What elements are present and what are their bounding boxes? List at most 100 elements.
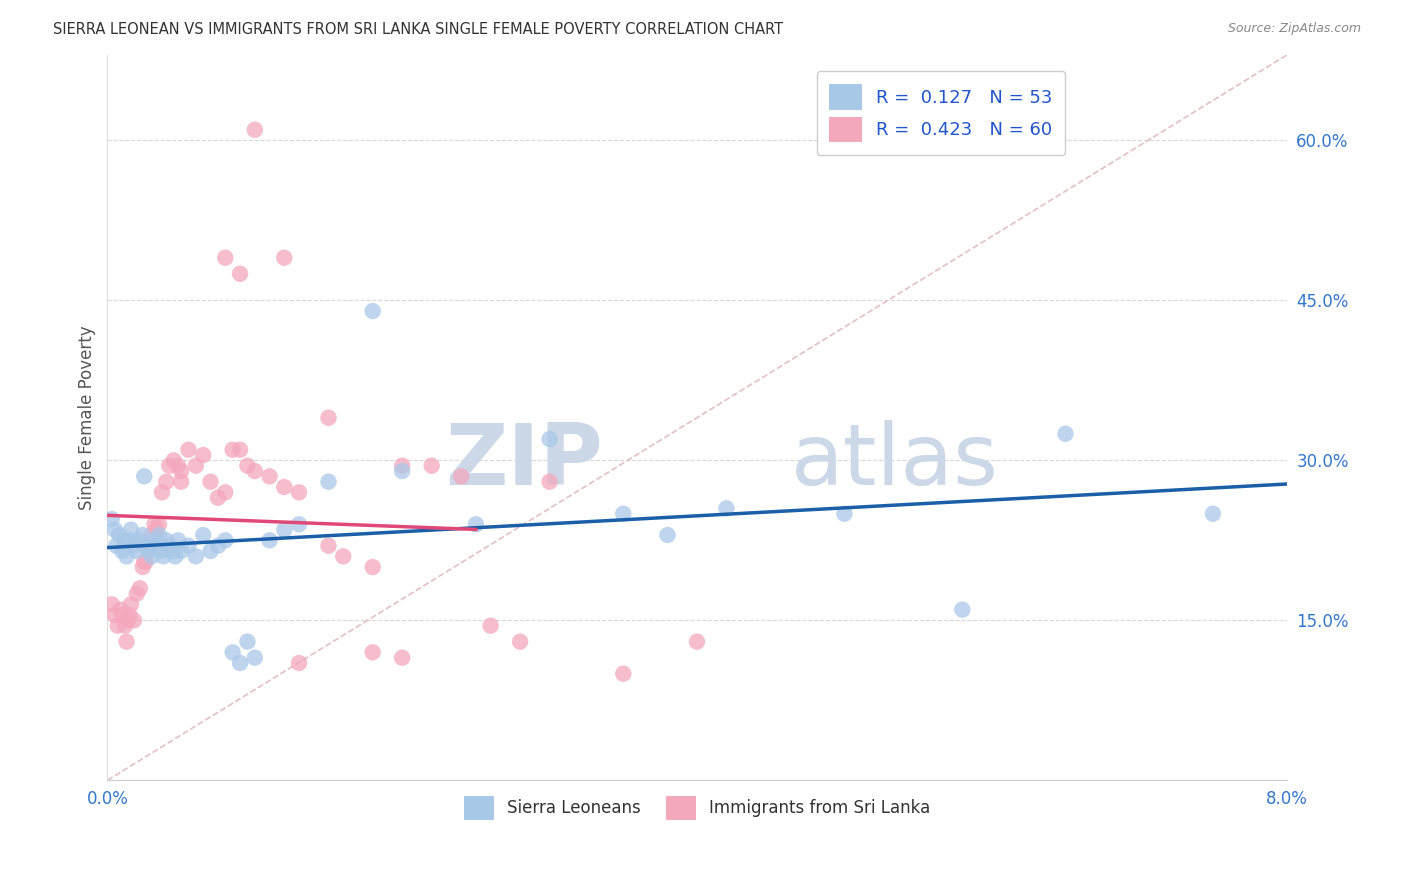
Point	[170, 475, 193, 489]
Point	[111, 544, 134, 558]
Point	[391, 458, 413, 473]
Point	[538, 432, 561, 446]
Point	[143, 517, 166, 532]
Point	[177, 539, 200, 553]
Point	[141, 549, 163, 564]
Point	[165, 549, 187, 564]
Point	[361, 560, 384, 574]
Point	[221, 645, 243, 659]
Point	[145, 523, 167, 537]
Point	[243, 123, 266, 137]
Point	[157, 539, 180, 553]
Point	[145, 539, 167, 553]
Point	[243, 650, 266, 665]
Point	[243, 464, 266, 478]
Point	[125, 544, 148, 558]
Point	[716, 501, 738, 516]
Point	[118, 607, 141, 622]
Point	[657, 528, 679, 542]
Point	[834, 507, 856, 521]
Point	[236, 458, 259, 473]
Point	[193, 448, 215, 462]
Point	[236, 634, 259, 648]
Text: SIERRA LEONEAN VS IMMIGRANTS FROM SRI LANKA SINGLE FEMALE POVERTY CORRELATION CH: SIERRA LEONEAN VS IMMIGRANTS FROM SRI LA…	[53, 22, 783, 37]
Point	[361, 645, 384, 659]
Point	[214, 251, 236, 265]
Point	[361, 304, 384, 318]
Point	[163, 453, 186, 467]
Point	[612, 507, 634, 521]
Point	[1202, 507, 1225, 521]
Point	[479, 618, 502, 632]
Point	[288, 517, 311, 532]
Point	[118, 533, 141, 548]
Point	[132, 560, 155, 574]
Point	[128, 533, 150, 548]
Y-axis label: Single Female Poverty: Single Female Poverty	[79, 326, 96, 510]
Point	[229, 267, 252, 281]
Point	[138, 544, 160, 558]
Point	[152, 549, 174, 564]
Point	[221, 442, 243, 457]
Point	[134, 555, 156, 569]
Point	[1054, 426, 1077, 441]
Point	[155, 475, 177, 489]
Text: atlas: atlas	[792, 420, 1000, 503]
Point	[193, 528, 215, 542]
Point	[509, 634, 531, 648]
Point	[214, 485, 236, 500]
Point	[450, 469, 472, 483]
Point	[135, 539, 157, 553]
Point	[229, 442, 252, 457]
Point	[104, 607, 127, 622]
Text: Source: ZipAtlas.com: Source: ZipAtlas.com	[1227, 22, 1361, 36]
Point	[318, 410, 340, 425]
Point	[135, 555, 157, 569]
Point	[162, 544, 184, 558]
Point	[148, 517, 170, 532]
Point	[950, 602, 973, 616]
Point	[115, 634, 138, 648]
Point	[107, 618, 129, 632]
Point	[259, 533, 281, 548]
Point	[143, 533, 166, 548]
Point	[200, 475, 222, 489]
Point	[318, 475, 340, 489]
Point	[105, 539, 128, 553]
Point	[391, 650, 413, 665]
Point	[120, 523, 142, 537]
Point	[132, 528, 155, 542]
Point	[170, 544, 193, 558]
Point	[141, 528, 163, 542]
Point	[229, 656, 252, 670]
Point	[114, 618, 136, 632]
Point	[273, 523, 295, 537]
Point	[104, 523, 127, 537]
Point	[114, 533, 136, 548]
Point	[207, 491, 229, 505]
Point	[125, 587, 148, 601]
Point	[120, 598, 142, 612]
Point	[318, 539, 340, 553]
Point	[273, 251, 295, 265]
Point	[167, 533, 190, 548]
Point	[288, 485, 311, 500]
Point	[138, 544, 160, 558]
Point	[184, 458, 207, 473]
Point	[273, 480, 295, 494]
Point	[122, 613, 145, 627]
Point	[155, 533, 177, 548]
Point	[259, 469, 281, 483]
Point	[420, 458, 443, 473]
Point	[128, 582, 150, 596]
Point	[122, 539, 145, 553]
Point	[391, 464, 413, 478]
Point	[111, 607, 134, 622]
Point	[115, 549, 138, 564]
Point	[101, 512, 124, 526]
Legend: Sierra Leoneans, Immigrants from Sri Lanka: Sierra Leoneans, Immigrants from Sri Lan…	[457, 789, 936, 826]
Point	[134, 469, 156, 483]
Point	[149, 544, 172, 558]
Text: ZIP: ZIP	[444, 420, 603, 503]
Point	[288, 656, 311, 670]
